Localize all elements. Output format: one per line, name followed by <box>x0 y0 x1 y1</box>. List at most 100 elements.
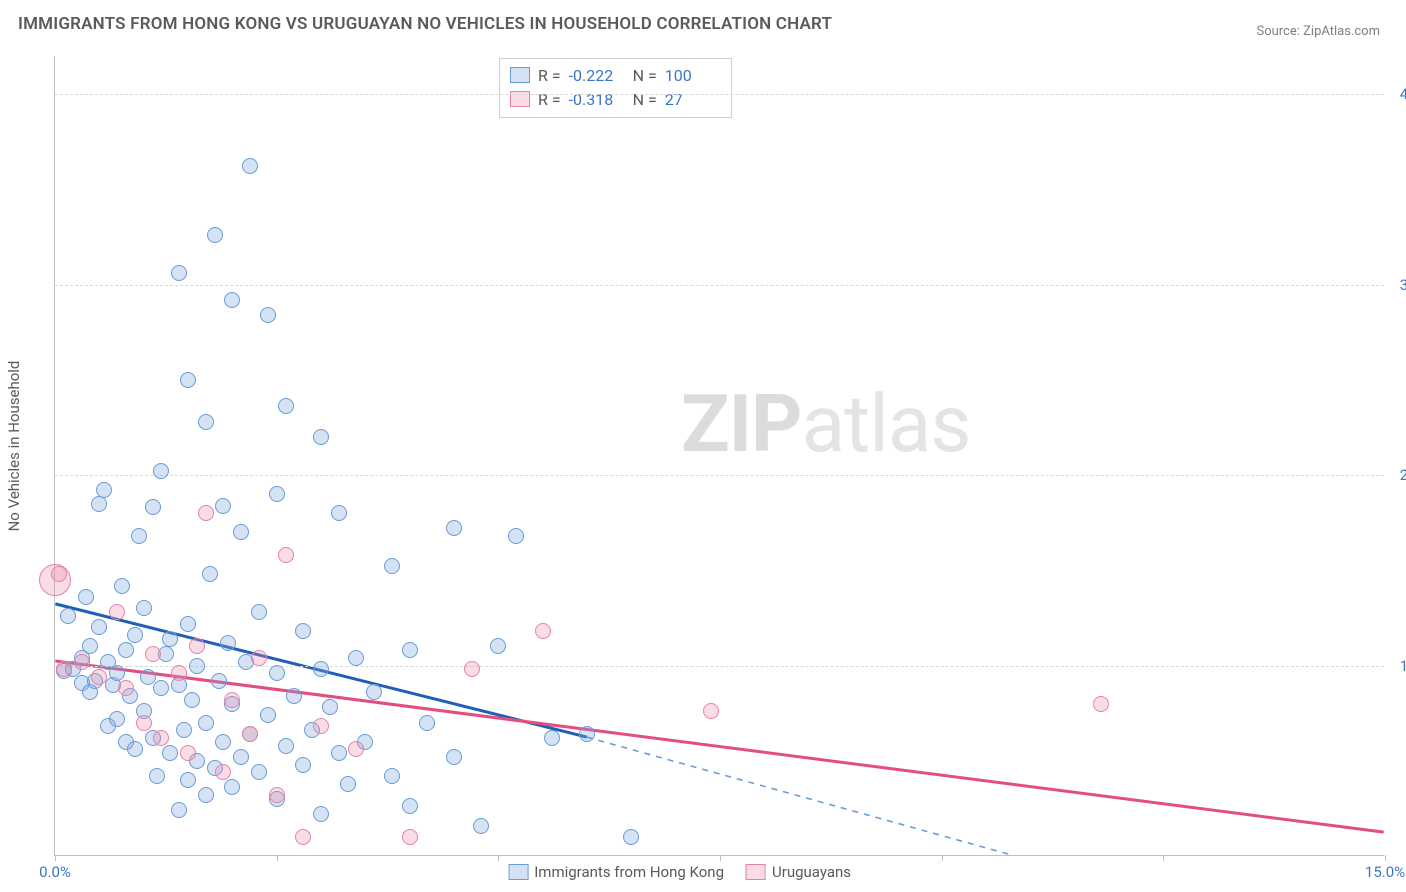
data-point-series-2 <box>224 692 240 708</box>
data-point-series-1 <box>348 650 364 666</box>
data-point-series-2 <box>278 547 294 563</box>
data-point-series-1 <box>623 829 639 845</box>
data-point-series-1 <box>180 616 196 632</box>
data-point-series-1 <box>508 528 524 544</box>
data-point-series-1 <box>60 608 76 624</box>
x-tick-mark <box>55 855 56 861</box>
r-value-1: -0.222 <box>569 66 625 85</box>
data-point-series-1 <box>473 818 489 834</box>
swatch-series-1 <box>510 67 530 83</box>
y-tick-label: 20.0% <box>1390 466 1406 484</box>
data-point-series-1 <box>579 726 595 742</box>
data-point-series-2 <box>703 703 719 719</box>
data-point-series-1 <box>220 635 236 651</box>
series-legend: Immigrants from Hong Kong Uruguayans <box>508 863 851 881</box>
data-point-series-1 <box>313 806 329 822</box>
data-point-series-2 <box>189 638 205 654</box>
data-point-series-1 <box>233 524 249 540</box>
data-point-series-1 <box>109 711 125 727</box>
data-point-series-1 <box>127 627 143 643</box>
data-point-series-1 <box>242 158 258 174</box>
data-point-series-1 <box>149 768 165 784</box>
data-point-series-1 <box>295 623 311 639</box>
x-tick-mark <box>720 855 721 861</box>
data-point-series-1 <box>91 619 107 635</box>
legend-item-2: Uruguayans <box>746 863 851 881</box>
data-point-series-1 <box>215 498 231 514</box>
stats-row-series-1: R = -0.222 N = 100 <box>510 63 721 87</box>
data-point-series-1 <box>78 589 94 605</box>
y-tick-label: 40.0% <box>1390 85 1406 103</box>
data-point-series-1 <box>202 566 218 582</box>
data-point-series-2 <box>464 661 480 677</box>
data-point-series-1 <box>313 661 329 677</box>
data-point-series-1 <box>171 265 187 281</box>
data-point-series-1 <box>96 482 112 498</box>
data-point-series-2 <box>109 604 125 620</box>
stats-row-series-2: R = -0.318 N = 27 <box>510 87 721 111</box>
n-label-1: N = <box>633 66 657 85</box>
watermark-atlas: atlas <box>802 377 971 471</box>
data-point-series-2 <box>251 650 267 666</box>
data-point-series-1 <box>131 528 147 544</box>
data-point-series-2 <box>136 715 152 731</box>
data-point-series-1 <box>269 486 285 502</box>
grid-line <box>55 475 1384 476</box>
data-point-series-1 <box>198 787 214 803</box>
r-label-2: R = <box>538 90 561 109</box>
legend-item-1: Immigrants from Hong Kong <box>508 863 724 881</box>
data-point-series-1 <box>446 749 462 765</box>
data-point-series-2 <box>74 654 90 670</box>
data-point-series-2 <box>242 726 258 742</box>
data-point-series-1 <box>419 715 435 731</box>
data-point-series-1 <box>278 398 294 414</box>
r-label-1: R = <box>538 66 561 85</box>
data-point-series-1 <box>114 578 130 594</box>
data-point-series-1 <box>331 745 347 761</box>
data-point-series-1 <box>269 665 285 681</box>
x-tick-mark <box>1385 855 1386 861</box>
data-point-series-1 <box>207 227 223 243</box>
legend-label-1: Immigrants from Hong Kong <box>534 863 724 881</box>
x-tick-mark <box>277 855 278 861</box>
y-axis-label: No Vehicles in Household <box>5 361 23 532</box>
data-point-series-1 <box>180 772 196 788</box>
grid-line <box>55 666 1384 667</box>
data-point-series-1 <box>384 768 400 784</box>
x-tick-mark <box>1163 855 1164 861</box>
chart-title: IMMIGRANTS FROM HONG KONG VS URUGUAYAN N… <box>18 14 832 34</box>
watermark: ZIPatlas <box>681 377 970 471</box>
correlation-stats-box: R = -0.222 N = 100 R = -0.318 N = 27 <box>499 58 732 118</box>
data-point-series-1 <box>286 688 302 704</box>
data-point-series-1 <box>402 642 418 658</box>
n-value-1: 100 <box>665 66 721 85</box>
data-point-series-1 <box>233 749 249 765</box>
data-point-series-2 <box>153 730 169 746</box>
data-point-series-1 <box>260 707 276 723</box>
data-point-series-1 <box>251 764 267 780</box>
data-point-series-1 <box>145 499 161 515</box>
x-tick-mark <box>498 855 499 861</box>
y-tick-label: 10.0% <box>1390 657 1406 675</box>
watermark-zip: ZIP <box>681 377 802 471</box>
data-point-series-2 <box>118 680 134 696</box>
correlation-chart: ZIPatlas R = -0.222 N = 100 R = -0.318 N… <box>54 56 1384 856</box>
data-point-series-2 <box>56 661 72 677</box>
data-point-series-1 <box>544 730 560 746</box>
data-point-series-1 <box>109 665 125 681</box>
data-point-series-1 <box>153 680 169 696</box>
data-point-series-2 <box>535 623 551 639</box>
data-point-series-1 <box>278 738 294 754</box>
x-tick-label: 15.0% <box>1365 863 1405 881</box>
source-attribution: Source: ZipAtlas.com <box>1256 24 1380 39</box>
data-point-series-1 <box>224 779 240 795</box>
data-point-series-1 <box>171 802 187 818</box>
data-point-series-2 <box>269 787 285 803</box>
data-point-series-1 <box>180 372 196 388</box>
data-point-series-2 <box>215 764 231 780</box>
data-point-series-1 <box>260 307 276 323</box>
data-point-series-2 <box>171 665 187 681</box>
data-point-series-2 <box>39 564 71 596</box>
data-point-series-1 <box>153 463 169 479</box>
legend-swatch-1 <box>508 864 528 880</box>
